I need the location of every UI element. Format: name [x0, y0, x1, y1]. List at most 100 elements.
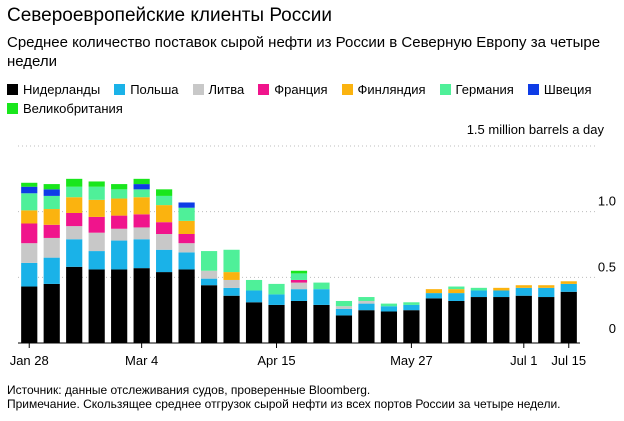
- bar-segment: [223, 279, 240, 288]
- bar-segment: [111, 240, 128, 270]
- bar-segment: [290, 282, 308, 290]
- bar-segment: [313, 282, 330, 290]
- bar-segment: [156, 195, 173, 206]
- bar-segment: [88, 269, 105, 343]
- chart-subtitle: Среднее количество поставок сырой нефти …: [7, 34, 601, 70]
- bar-segment: [111, 215, 128, 229]
- bar-segment: [380, 303, 398, 307]
- bar-segment: [21, 286, 38, 343]
- bar-segment: [43, 224, 60, 238]
- legend: Нидерланды Польша Литва Франция Финлянди…: [7, 80, 617, 118]
- y-tick-label: 0.5: [598, 259, 616, 274]
- bar-segment: [133, 214, 150, 228]
- bar-segment: [358, 303, 375, 311]
- legend-label: Польша: [130, 82, 179, 97]
- legend-item-netherlands: Нидерланды: [7, 80, 100, 99]
- legend-item-lithuania: Литва: [192, 80, 244, 99]
- bar-segment: [268, 283, 285, 295]
- legend-swatch: [114, 84, 126, 95]
- bar-segment: [66, 197, 83, 213]
- bar-segment: [66, 266, 83, 343]
- bar-segment: [448, 289, 465, 294]
- bar-segment: [156, 272, 173, 343]
- bar-segment: [43, 209, 60, 225]
- bar-segment: [66, 226, 83, 240]
- bar-segment: [425, 293, 442, 299]
- bar-segment: [178, 269, 195, 343]
- bar-segment: [515, 287, 532, 296]
- bar-segment: [178, 243, 195, 253]
- bar-segment: [560, 283, 577, 292]
- legend-label: Германия: [455, 82, 514, 97]
- chart-title: Североевропейские клиенты России: [7, 5, 332, 26]
- bar-segment: [223, 272, 240, 280]
- source-note: Источник: данные отслеживания судов, про…: [7, 383, 371, 397]
- legend-swatch: [192, 84, 204, 95]
- bar-segment: [111, 189, 128, 199]
- methodology-note: Примечание. Скользящее среднее отгрузок …: [7, 397, 561, 411]
- bar-segment: [178, 252, 195, 270]
- x-tick-label: Jul 1: [510, 353, 537, 368]
- bar-segment: [156, 205, 173, 223]
- legend-label: Финляндия: [357, 82, 426, 97]
- legend-item-finland: Финляндия: [341, 80, 426, 99]
- bar-segment: [560, 281, 577, 284]
- bar-segment: [21, 186, 38, 194]
- bar-segment: [358, 297, 375, 301]
- bar-segment: [178, 207, 195, 221]
- bar-segment: [538, 297, 555, 343]
- bar-segment: [88, 216, 105, 233]
- y-tick-label: 0: [609, 321, 616, 336]
- bar-segment: [88, 251, 105, 270]
- bar-segment: [290, 289, 308, 301]
- bar-segment: [133, 184, 150, 190]
- bar-segment: [493, 297, 510, 343]
- bar-segment: [21, 243, 38, 263]
- bar-segment: [133, 268, 150, 343]
- bar-segment: [21, 262, 38, 287]
- bar-segment: [358, 300, 375, 304]
- bar-segment: [335, 308, 353, 316]
- legend-swatch: [527, 84, 539, 95]
- bar-segment: [358, 310, 375, 343]
- bar-segment: [200, 251, 218, 271]
- bar-segment: [335, 315, 353, 343]
- bar-segment: [133, 197, 150, 215]
- legend-label: Великобритания: [23, 101, 123, 116]
- legend-item-poland: Польша: [114, 80, 179, 99]
- bar-segment: [403, 310, 420, 343]
- legend-item-france: Франция: [258, 80, 328, 99]
- bar-segment: [380, 306, 398, 312]
- bar-segment: [290, 270, 308, 274]
- legend-label: Швеция: [543, 82, 592, 97]
- bar-segment: [380, 311, 398, 343]
- bar-segment: [245, 279, 263, 291]
- bar-segment: [88, 181, 105, 187]
- bar-segment: [403, 304, 420, 311]
- bar-segment: [156, 189, 173, 196]
- bar-segment: [335, 300, 353, 307]
- bar-segment: [335, 306, 353, 309]
- bar-segment: [448, 286, 465, 290]
- bar-segment: [538, 285, 555, 288]
- legend-item-uk: Великобритания: [7, 99, 123, 118]
- bar-segment: [133, 178, 150, 185]
- bar-segment: [178, 202, 195, 208]
- bar-segment: [515, 295, 532, 343]
- bar-segment: [268, 304, 285, 343]
- legend-item-sweden: Швеция: [527, 80, 592, 99]
- bar-segment: [133, 189, 150, 198]
- bar-segment: [200, 270, 218, 279]
- bar-segment: [470, 297, 487, 343]
- x-tick-label: Jan 28: [10, 353, 49, 368]
- bar-segment: [245, 290, 263, 303]
- bar-segment: [560, 291, 577, 343]
- y-axis-unit-label: 1.5 million barrels a day: [466, 122, 604, 137]
- bar-segment: [178, 220, 195, 234]
- legend-swatch: [258, 84, 270, 95]
- legend-item-germany: Германия: [439, 80, 514, 99]
- bar-segment: [21, 223, 38, 244]
- bar-segment: [425, 289, 442, 294]
- bar-segment: [111, 228, 128, 241]
